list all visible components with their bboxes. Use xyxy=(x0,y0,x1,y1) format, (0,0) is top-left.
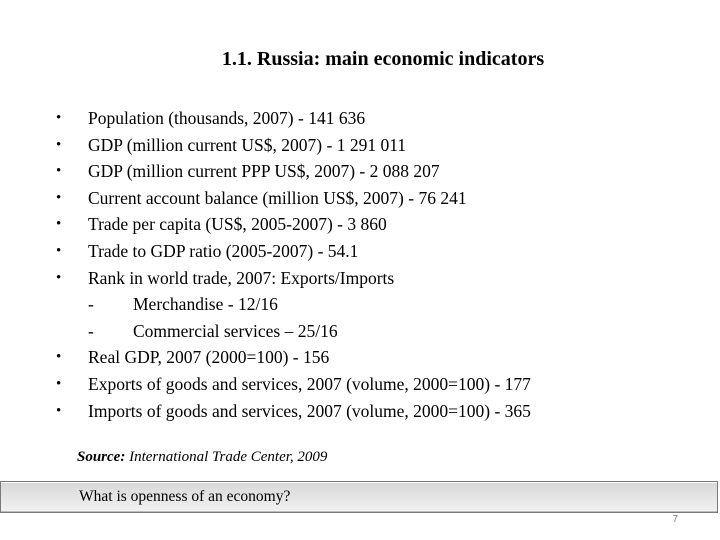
bullet-icon: • xyxy=(56,402,62,419)
exports-volume-indicator: Exports of goods and services, 2007 (vol… xyxy=(88,373,531,394)
gdp-current-indicator: GDP (million current US$, 2007) - 1 291 … xyxy=(88,134,407,155)
current-account-indicator: Current account balance (million US$, 20… xyxy=(88,187,467,208)
bullet-icon: • xyxy=(56,216,62,233)
list-item: • Real GDP, 2007 (2000=100) - 156 xyxy=(56,344,696,371)
dash-icon: - xyxy=(88,294,94,315)
list-item: • Rank in world trade, 2007: Exports/Imp… xyxy=(56,265,696,292)
bullet-icon: • xyxy=(56,349,62,366)
bullet-icon: • xyxy=(56,189,62,206)
imports-volume-indicator: Imports of goods and services, 2007 (vol… xyxy=(88,400,531,421)
bullet-icon: • xyxy=(56,269,62,286)
merchandise-rank: Merchandise - 12/16 xyxy=(133,294,278,315)
bullet-icon: • xyxy=(56,375,62,392)
commercial-services-rank: Commercial services – 25/16 xyxy=(133,320,338,341)
bullet-icon: • xyxy=(56,242,62,259)
indicator-list: • Population (thousands, 2007) - 141 636… xyxy=(56,105,696,424)
real-gdp-indicator: Real GDP, 2007 (2000=100) - 156 xyxy=(88,347,330,368)
bullet-icon: • xyxy=(56,110,62,126)
list-item: • Imports of goods and services, 2007 (v… xyxy=(56,398,696,425)
list-item: • Exports of goods and services, 2007 (v… xyxy=(56,371,696,398)
page-number: 7 xyxy=(672,514,678,525)
bullet-icon: • xyxy=(56,136,62,153)
list-item: • GDP (million current PPP US$, 2007) - … xyxy=(56,158,696,185)
bullet-icon: • xyxy=(56,163,62,180)
population-indicator: Population (thousands, 2007) - 141 636 xyxy=(88,108,366,128)
source-note: Source: International Trade Center, 2009 xyxy=(77,447,327,467)
question-bar: What is openness of an economy? xyxy=(0,481,718,513)
list-item: • Population (thousands, 2007) - 141 636 xyxy=(56,105,696,132)
list-item: • GDP (million current US$, 2007) - 1 29… xyxy=(56,132,696,159)
trade-to-gdp-indicator: Trade to GDP ratio (2005-2007) - 54.1 xyxy=(88,240,359,261)
sub-list-item: - Merchandise - 12/16 xyxy=(56,291,696,318)
list-item: • Trade to GDP ratio (2005-2007) - 54.1 xyxy=(56,238,696,265)
list-item: • Trade per capita (US$, 2005-2007) - 3 … xyxy=(56,211,696,238)
world-trade-rank-indicator: Rank in world trade, 2007: Exports/Impor… xyxy=(88,267,395,288)
list-item: • Current account balance (million US$, … xyxy=(56,185,696,212)
question-text: What is openness of an economy? xyxy=(79,488,291,505)
sub-list-item: - Commercial services – 25/16 xyxy=(56,318,696,345)
dash-icon: - xyxy=(88,320,94,341)
source-label: Source: xyxy=(77,449,126,465)
slide-title: 1.1. Russia: main economic indicators xyxy=(221,48,545,70)
source-text: International Trade Center, 2009 xyxy=(125,449,328,465)
gdp-ppp-indicator: GDP (million current PPP US$, 2007) - 2 … xyxy=(88,161,440,182)
trade-per-capita-indicator: Trade per capita (US$, 2005-2007) - 3 86… xyxy=(88,214,387,235)
